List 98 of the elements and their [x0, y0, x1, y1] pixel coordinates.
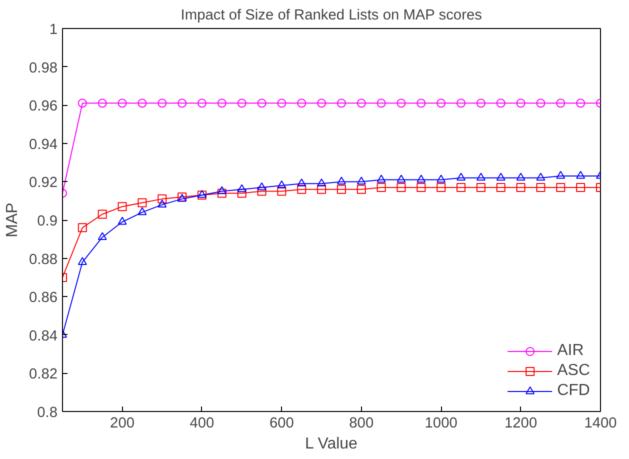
point [158, 98, 167, 108]
point [456, 98, 466, 108]
point [138, 98, 147, 108]
point [516, 182, 526, 192]
point [456, 172, 466, 181]
point [217, 98, 226, 108]
point [317, 184, 326, 194]
point [556, 98, 566, 108]
point [356, 98, 366, 108]
x-tick-label: 400 [190, 416, 214, 432]
point [138, 198, 147, 208]
y-tick-label: 0.82 [28, 366, 58, 383]
x-tick-label: 800 [349, 416, 374, 432]
point [436, 182, 446, 192]
point [376, 174, 386, 183]
point [118, 98, 127, 108]
y-tick-label: 0.88 [28, 252, 58, 268]
point [476, 172, 486, 181]
legend-label: AIR [557, 342, 584, 360]
point [516, 172, 526, 181]
point [576, 170, 586, 179]
point [336, 184, 346, 194]
y-tick-label: 0.98 [28, 60, 58, 76]
point [416, 182, 426, 192]
y-tick-label: 0.84 [28, 328, 58, 344]
point [356, 184, 366, 194]
x-tick-label: 1000 [424, 416, 458, 432]
y-tick-label: 0.96 [28, 98, 58, 115]
y-tick-label: 0.9 [37, 214, 58, 230]
y-tick-label: 1 [49, 22, 58, 38]
legend-label: CFD [557, 382, 590, 400]
point [336, 176, 346, 185]
point [516, 98, 526, 108]
point [197, 98, 206, 108]
point [237, 184, 246, 192]
point [436, 98, 446, 108]
point [257, 182, 266, 190]
point [277, 180, 286, 188]
point [98, 98, 107, 108]
point [78, 98, 87, 108]
point [476, 182, 486, 192]
point [396, 98, 406, 108]
y-tick-label: 0.8 [37, 405, 58, 421]
y-tick-label: 0.94 [28, 136, 58, 153]
point [257, 186, 266, 196]
point [376, 182, 386, 192]
point [118, 216, 127, 225]
point [496, 98, 506, 108]
point [178, 98, 187, 108]
point [576, 98, 586, 108]
point [556, 170, 566, 179]
x-tick-label: 1200 [504, 416, 538, 432]
point [576, 182, 586, 192]
point [536, 172, 546, 181]
point [336, 98, 346, 108]
point [556, 182, 566, 192]
point [297, 184, 306, 194]
point [277, 98, 286, 108]
point [297, 98, 306, 108]
point [217, 188, 226, 198]
point [536, 182, 546, 192]
point [416, 98, 426, 108]
point [536, 98, 546, 108]
y-tick-label: 0.86 [28, 290, 58, 306]
point [237, 98, 246, 108]
point [98, 232, 107, 240]
point [317, 178, 326, 186]
point [396, 182, 406, 192]
y-axis-title: MAP [4, 202, 21, 238]
point [78, 223, 87, 232]
point [297, 178, 306, 186]
point [496, 172, 506, 181]
y-tick-label: 0.92 [28, 175, 58, 192]
point [376, 98, 386, 108]
point [237, 188, 246, 198]
x-tick-label: 200 [110, 416, 135, 432]
legend-label: ASC [557, 362, 590, 380]
point [277, 186, 286, 196]
point [456, 182, 466, 192]
point [158, 194, 167, 204]
point [217, 186, 226, 194]
x-axis-title: L Value [304, 436, 358, 452]
point [496, 182, 506, 192]
point [158, 200, 167, 208]
point [356, 176, 366, 185]
point [138, 207, 147, 216]
point [317, 98, 326, 108]
x-tick-label: 1400 [584, 416, 617, 432]
x-tick-label: 600 [269, 416, 294, 432]
point [476, 98, 486, 108]
point [257, 98, 266, 108]
chart-title: Impact of Size of Ranked Lists on MAP scores [180, 8, 482, 24]
point [78, 257, 87, 265]
point [118, 202, 127, 212]
point [98, 210, 107, 219]
point [396, 174, 406, 183]
point [436, 174, 446, 183]
point [416, 174, 426, 183]
